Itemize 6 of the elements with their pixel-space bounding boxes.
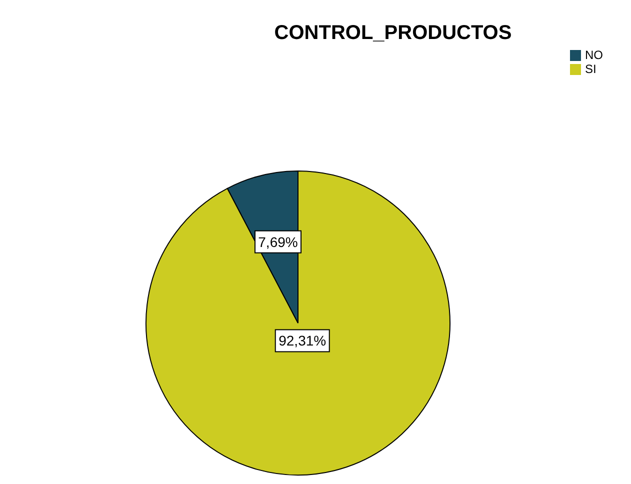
legend-label: SI <box>585 62 596 76</box>
data-label: 92,31% <box>278 332 326 349</box>
data-label: 7,69% <box>258 234 298 250</box>
chart-title: CONTROL_PRODUCTOS <box>273 22 513 45</box>
legend-label: NO <box>585 48 603 62</box>
pie-slice <box>146 170 450 476</box>
